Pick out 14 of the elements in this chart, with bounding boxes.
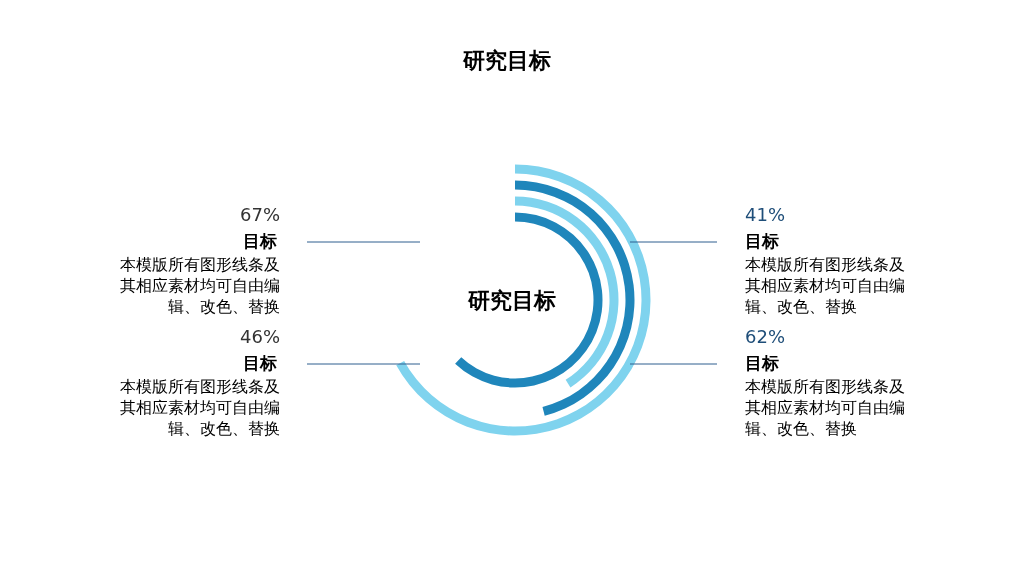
category-label: 目标: [243, 231, 277, 251]
data-label: 46%: [239, 326, 280, 347]
category-label: 目标: [243, 353, 277, 373]
data-label: 67%: [239, 204, 280, 225]
text: 本模版所有图形线条及其相应素材均可自由编辑、改色、替换: [745, 255, 905, 316]
data-label: 41%: [745, 204, 786, 225]
text: 本模版所有图形线条及其相应素材均可自由编辑、改色、替换: [120, 377, 280, 438]
data-label: 62%: [745, 326, 786, 347]
category-label: 目标: [745, 231, 779, 251]
category-label: 目标: [745, 353, 779, 373]
text: 本模版所有图形线条及其相应素材均可自由编辑、改色、替换: [745, 377, 905, 438]
text: 研究目标: [462, 48, 551, 73]
text: 研究目标: [467, 288, 556, 313]
text: 本模版所有图形线条及其相应素材均可自由编辑、改色、替换: [120, 255, 280, 316]
